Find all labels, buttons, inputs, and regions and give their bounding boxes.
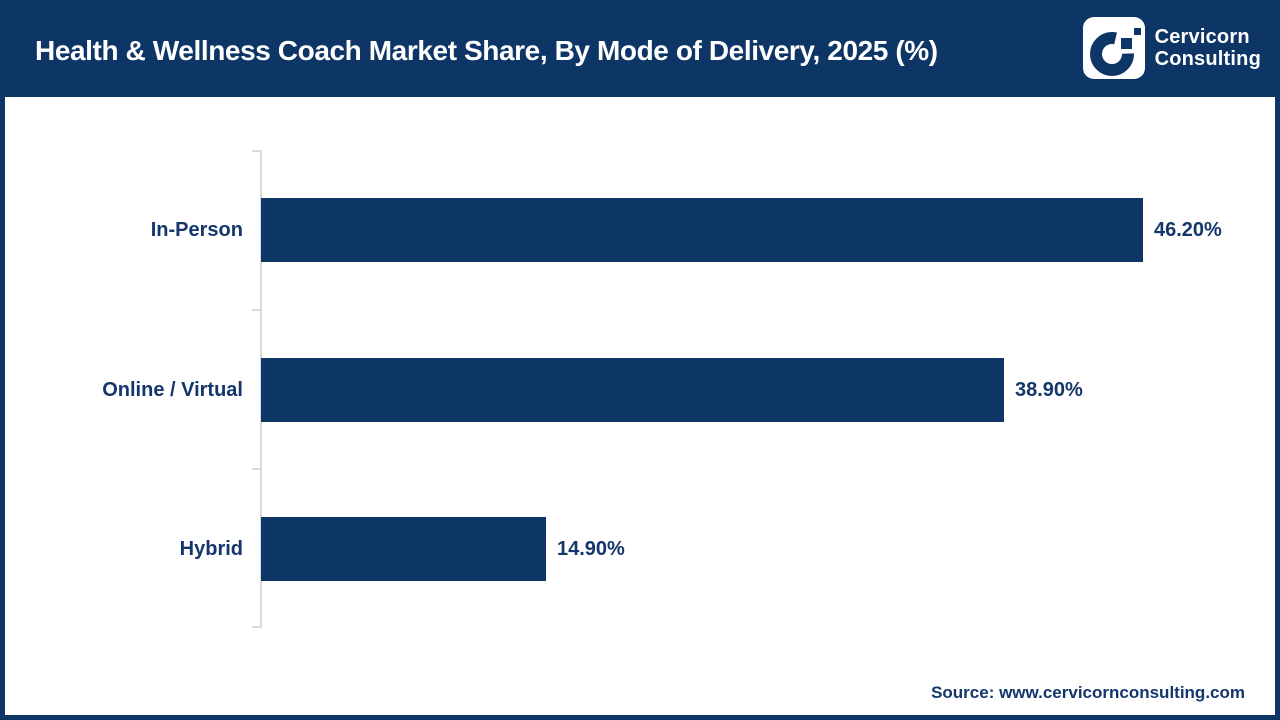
bar-in-person bbox=[261, 198, 1143, 262]
bar-row-online-virtual: Online / Virtual 38.90% bbox=[5, 358, 1275, 422]
bar-chart: In-Person 46.20% Online / Virtual 38.90%… bbox=[5, 97, 1275, 715]
bar-row-in-person: In-Person 46.20% bbox=[5, 198, 1275, 262]
logo-c-glyph bbox=[1089, 28, 1141, 76]
value-label: 14.90% bbox=[557, 538, 625, 560]
source-attribution: Source: www.cervicornconsulting.com bbox=[931, 683, 1245, 702]
category-label: In-Person bbox=[150, 219, 243, 241]
axis-tick bbox=[252, 309, 260, 311]
logo-wordmark: Cervicorn Consulting bbox=[1155, 26, 1261, 70]
axis-tick bbox=[252, 468, 260, 470]
header-bar: Health & Wellness Coach Market Share, By… bbox=[5, 5, 1275, 97]
axis-tick bbox=[252, 626, 260, 628]
category-label: Online / Virtual bbox=[102, 379, 243, 401]
axis-tick bbox=[252, 150, 260, 152]
logo-line2: Consulting bbox=[1154, 48, 1261, 70]
cervicorn-logo-icon bbox=[1082, 17, 1145, 79]
bar-row-hybrid: Hybrid 14.90% bbox=[5, 517, 1275, 581]
logo-line1: Cervicorn bbox=[1154, 26, 1250, 48]
company-logo: Cervicorn Consulting bbox=[1082, 17, 1261, 79]
category-label: Hybrid bbox=[179, 538, 243, 560]
bar-hybrid bbox=[261, 517, 546, 581]
page-title: Health & Wellness Coach Market Share, By… bbox=[35, 35, 938, 66]
bar-online-virtual bbox=[261, 358, 1004, 422]
value-label: 46.20% bbox=[1154, 219, 1222, 241]
value-label: 38.90% bbox=[1015, 379, 1083, 401]
